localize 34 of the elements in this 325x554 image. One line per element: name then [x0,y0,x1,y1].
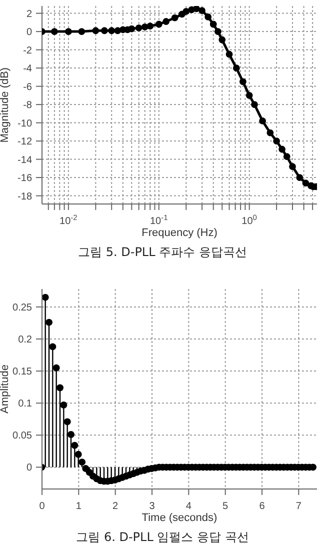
y-tick-label: -14 [18,154,32,166]
x-tick-label: 4 [186,501,192,512]
x-axis-title: Time (seconds) [142,512,218,524]
x-tick-label: 3 [149,501,156,512]
y-tick-label: -12 [18,136,32,148]
y-tick-label: 0.25 [12,302,32,314]
y-tick-label: 0.2 [18,334,32,346]
x-tick-label: 10$^{0}$ [242,212,257,227]
x-axis-title: Frequency (Hz) [142,227,218,239]
y-axis-title: Amplitude [0,364,11,414]
y-tick-label: -16 [18,173,32,184]
x-tick-label: 0 [39,501,46,512]
y-tick-label: -4 [23,64,32,75]
x-tick-label: 2 [112,501,119,512]
y-tick-label: 0.1 [18,398,32,410]
x-tick-label: 10$^{-1}$ [150,212,168,227]
text: 그림 5. D-PLL 주파수 응답곡선 [77,244,248,261]
y-tick-label: -2 [23,45,32,56]
y-tick-label: 0.15 [12,366,32,378]
y-tick-label: -8 [23,100,32,112]
x-tick-label: 5 [222,501,229,512]
text: 그림 6. D-PLL 임펄스 응답 곡선 [75,529,250,546]
y-tick-label: -10 [18,118,32,130]
y-tick-label: 0 [26,462,32,474]
y-tick-label: 2 [26,8,32,20]
y-tick-label: 0 [26,27,32,38]
x-tick-label: 1 [76,501,82,512]
y-tick-label: -6 [23,82,32,93]
x-tick-label: 6 [259,501,266,512]
y-tick-label: 0.05 [12,430,32,442]
y-axis-title: Magnitude (dB) [0,67,11,143]
x-tick-label: 7 [296,501,302,512]
x-tick-label: 10$^{-2}$ [60,212,78,227]
y-tick-label: -18 [18,191,32,202]
